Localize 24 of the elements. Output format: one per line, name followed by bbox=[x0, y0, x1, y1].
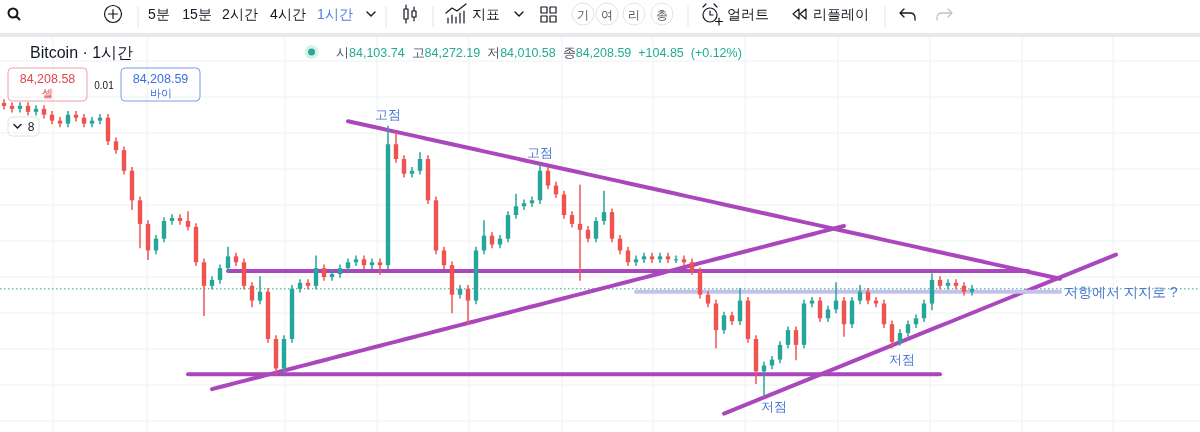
annotation: 바이 bbox=[149, 86, 172, 99]
annotation: 지표 bbox=[472, 6, 500, 22]
annotation: 5분 bbox=[148, 6, 170, 22]
annotation: 저점 bbox=[889, 351, 915, 367]
annotation: 15분 bbox=[182, 6, 212, 22]
annotation: 저점 bbox=[761, 399, 787, 414]
annotation: 리 bbox=[628, 7, 640, 22]
title: Bitcoin · 1시간 bbox=[30, 43, 134, 61]
annotation: 8 bbox=[27, 119, 35, 134]
annotation: 기 bbox=[577, 7, 589, 22]
annotation: 1시간 bbox=[317, 6, 353, 22]
annotation: 0.01 bbox=[94, 79, 114, 91]
annotation: 4시간 bbox=[270, 6, 306, 22]
annotation: 리플레이 bbox=[813, 6, 869, 22]
annotation: 84,208.59 bbox=[132, 72, 189, 86]
subtitle: 시84,103.74 고84,272.19 저84,010.58 종84,208.59 +104.85 (+0.12%) bbox=[336, 45, 742, 60]
annotation: 여 bbox=[601, 7, 613, 22]
annotation: 84,208.58 bbox=[19, 72, 76, 86]
annotation: 셀 bbox=[42, 86, 53, 99]
annotation: 총 bbox=[656, 7, 668, 22]
annotation: 고점 bbox=[527, 144, 553, 160]
annotation: 2시간 bbox=[222, 6, 258, 22]
annotation: 얼러트 bbox=[727, 6, 769, 22]
annotation: 고점 bbox=[375, 106, 401, 122]
